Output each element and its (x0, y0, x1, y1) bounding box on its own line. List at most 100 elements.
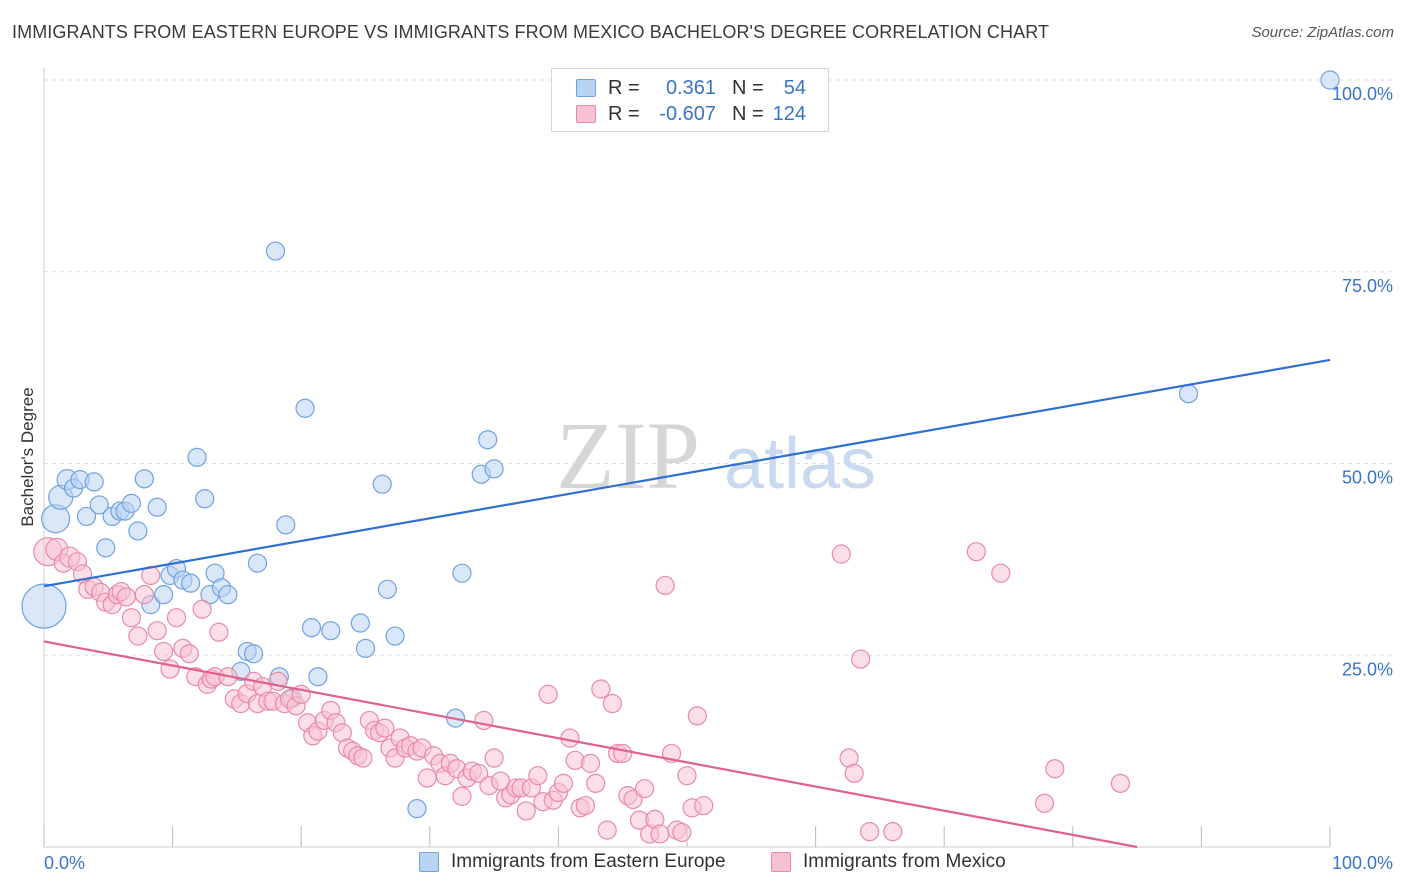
trendline-eastern-europe (43, 358, 1331, 588)
data-point-eastern-europe (1320, 70, 1340, 90)
data-point-eastern-europe (301, 618, 322, 638)
legend-row-eastern-europe: R = 0.361 N = 54 (576, 75, 806, 101)
data-point-eastern-europe (84, 472, 104, 492)
y-tick-label: 25.0% (1342, 659, 1393, 679)
data-point-mexico (474, 710, 494, 731)
data-point-eastern-europe (265, 241, 286, 261)
data-point-eastern-europe (276, 515, 296, 535)
data-point-mexico (966, 542, 986, 562)
data-point-mexico (192, 599, 212, 619)
data-point-mexico (452, 786, 472, 806)
legend-swatch-blue (576, 79, 596, 97)
legend-n-label: N = (732, 102, 764, 125)
data-point-mexico (650, 824, 670, 844)
data-point-mexico (694, 795, 714, 816)
data-point-mexico (991, 563, 1011, 583)
data-point-mexico (1110, 773, 1130, 793)
data-point-mexico (553, 773, 574, 793)
data-point-eastern-europe (385, 626, 405, 646)
data-point-mexico (831, 544, 851, 564)
data-point-mexico (166, 608, 187, 628)
data-point-eastern-europe (247, 553, 268, 573)
data-point-eastern-europe (478, 430, 498, 450)
trendline-mexico (43, 640, 1138, 849)
y-tick-label: 75.0% (1342, 276, 1393, 296)
data-point-mexico (586, 773, 606, 793)
data-point-mexico (677, 766, 697, 786)
y-tick-label: 50.0% (1342, 468, 1393, 488)
data-point-eastern-europe (350, 613, 370, 633)
data-point-eastern-europe (321, 621, 341, 641)
data-point-mexico (209, 622, 229, 642)
data-point-eastern-europe (187, 447, 207, 467)
data-point-eastern-europe (134, 469, 154, 489)
legend-r-label: R = (608, 102, 640, 125)
data-point-eastern-europe (89, 495, 109, 515)
x-tick-label-min: 0.0% (44, 853, 85, 873)
data-point-mexico (597, 820, 617, 840)
legend-row-mexico: R = -0.607 N = 124 (576, 101, 806, 127)
data-point-mexico (484, 748, 504, 768)
data-point-mexico (375, 718, 395, 738)
data-point-mexico (1045, 759, 1065, 779)
chart-title: IMMIGRANTS FROM EASTERN EUROPE VS IMMIGR… (12, 22, 1050, 42)
data-point-mexico (417, 768, 437, 788)
y-tick-label: 100.0% (1332, 84, 1393, 104)
data-point-eastern-europe (377, 579, 397, 599)
data-point-mexico (179, 644, 199, 664)
points-layer (21, 70, 1340, 844)
data-point-mexico (634, 779, 655, 799)
legend-r-label: R = (608, 76, 640, 99)
legend-n-value: 54 (783, 76, 806, 99)
data-point-eastern-europe (244, 644, 264, 664)
data-point-mexico (883, 822, 903, 842)
data-point-mexico (121, 608, 142, 628)
data-point-eastern-europe (128, 521, 148, 541)
label-layer: 25.0% 50.0% 75.0% 100.0% 0.0% 100.0% (44, 84, 1393, 873)
data-point-eastern-europe (76, 506, 97, 527)
data-point-mexico (580, 753, 601, 773)
data-point-eastern-europe (96, 538, 116, 558)
watermark-atlas: atlas (724, 424, 876, 504)
data-point-mexico (469, 763, 489, 783)
correlation-legend: R = 0.361 N = 54 R = -0.607 N = 124 (551, 68, 829, 132)
bottom-legend-mexico[interactable]: Immigrants from Mexico (771, 851, 1006, 873)
x-tick-label-max: 100.0% (1332, 853, 1393, 873)
data-point-eastern-europe (218, 585, 238, 605)
data-point-eastern-europe (308, 667, 328, 687)
data-point-eastern-europe (355, 638, 376, 658)
data-point-mexico (128, 626, 148, 646)
legend-label-mexico: Immigrants from Mexico (803, 851, 1006, 872)
legend-swatch-pink (771, 852, 791, 872)
legend-n-value: 124 (772, 102, 806, 125)
data-point-mexico (602, 693, 623, 714)
data-point-mexico (516, 801, 536, 821)
data-point-mexico (1034, 793, 1055, 813)
data-point-eastern-europe (195, 489, 215, 509)
axis-layer (43, 68, 1331, 848)
data-point-mexico (116, 587, 136, 607)
data-point-eastern-europe (372, 474, 392, 494)
trend-layer (43, 358, 1331, 849)
data-point-mexico (134, 585, 154, 605)
data-point-eastern-europe (147, 497, 167, 517)
data-point-mexico (528, 766, 548, 786)
data-point-mexico (860, 822, 880, 842)
data-point-mexico (851, 649, 871, 669)
data-point-eastern-europe (1178, 384, 1199, 404)
data-point-mexico (565, 750, 585, 770)
legend-r-value: -0.607 (659, 102, 716, 125)
legend-swatch-blue (419, 852, 439, 872)
data-point-eastern-europe (484, 459, 504, 479)
watermark: ZIP atlas (556, 402, 876, 509)
data-point-mexico (687, 706, 707, 726)
bottom-legend-eastern-europe[interactable]: Immigrants from Eastern Europe (419, 851, 726, 873)
data-point-eastern-europe (121, 493, 142, 513)
grid-layer (44, 79, 1392, 656)
legend-n-label: N = (732, 76, 764, 99)
data-point-mexico (575, 795, 596, 816)
data-point-mexico (160, 659, 180, 679)
data-point-eastern-europe (407, 799, 427, 819)
data-point-mexico (613, 743, 633, 764)
